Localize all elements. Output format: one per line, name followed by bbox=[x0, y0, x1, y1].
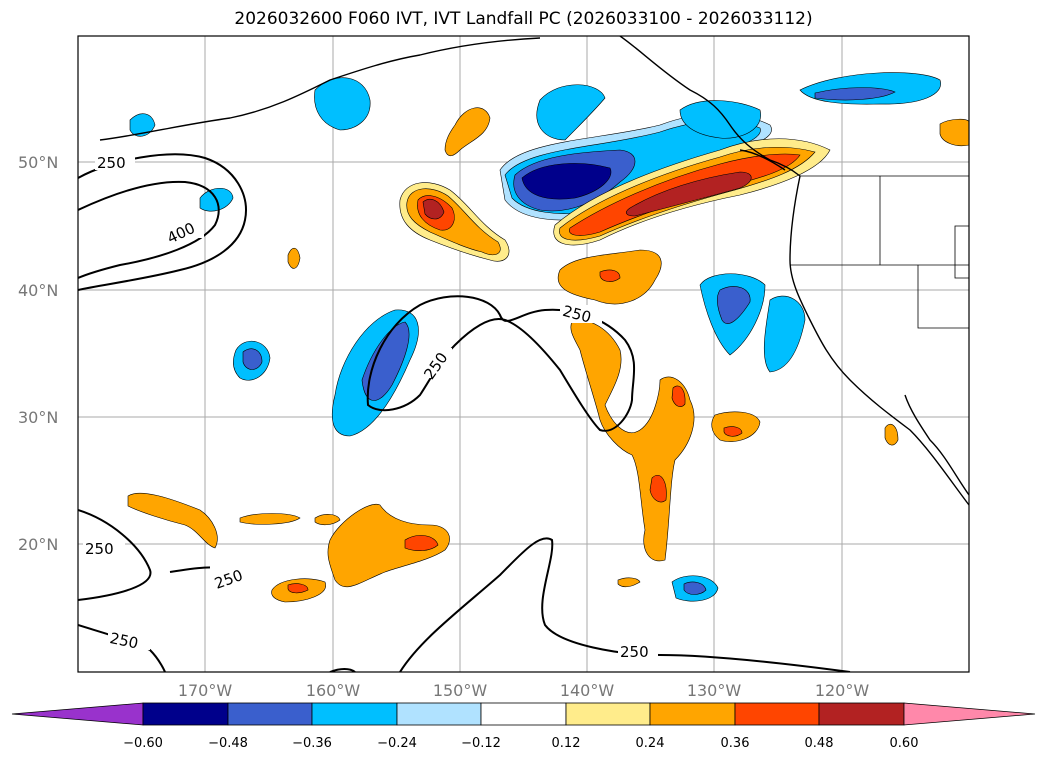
ivt-negative-nw bbox=[314, 77, 371, 131]
contour-labels: 250 400 250 250 250 250 250 250 bbox=[83, 152, 658, 661]
vancouver-island bbox=[739, 149, 786, 171]
colorbar-ticks: −0.60 −0.48 −0.36 −0.24 −0.12 0.12 0.24 … bbox=[123, 736, 918, 751]
ivt-positive-small2 bbox=[617, 577, 641, 588]
colorbar-segment bbox=[734, 702, 820, 726]
colorbar-tick: 0.12 bbox=[552, 736, 581, 751]
ivt-positive-small3 bbox=[884, 424, 899, 446]
colorbar-segment bbox=[311, 702, 398, 726]
lat-label: 40°N bbox=[18, 281, 58, 300]
ivt-negative-east2 bbox=[763, 295, 806, 373]
ivt-negative-far-ne-core bbox=[814, 87, 896, 101]
lon-label: 170°W bbox=[178, 681, 233, 700]
colorbar-tick: 0.48 bbox=[805, 736, 834, 751]
ivt-positive-mid-red bbox=[599, 269, 621, 282]
colorbar-tick: −0.60 bbox=[123, 736, 163, 751]
lat-label: 20°N bbox=[18, 535, 58, 554]
lon-label: 150°W bbox=[433, 681, 488, 700]
ivt-negative-west-core bbox=[242, 348, 263, 370]
ivt-fill bbox=[127, 72, 969, 603]
baja-coast bbox=[904, 394, 969, 496]
map-area bbox=[78, 36, 969, 672]
colorbar-segment bbox=[142, 702, 229, 726]
ivt-positive-west-core bbox=[422, 199, 445, 220]
lon-label: 140°W bbox=[560, 681, 615, 700]
colorbar-tick: 0.60 bbox=[890, 736, 919, 751]
ivt-positive-n2 bbox=[939, 118, 969, 147]
state-borders bbox=[790, 175, 969, 329]
ivt-positive-se-red bbox=[723, 426, 743, 437]
ivt-positive-lat25-3 bbox=[314, 514, 341, 526]
colorbar-segment bbox=[396, 702, 482, 726]
ivt-positive-chain-red1 bbox=[649, 474, 667, 503]
colorbar-tick: 0.36 bbox=[721, 736, 750, 751]
contour-250-big-south bbox=[399, 537, 851, 672]
lon-label: 160°W bbox=[306, 681, 361, 700]
contour-400-nw bbox=[78, 180, 220, 279]
ivt-positive-ar-core bbox=[626, 171, 752, 217]
contour-250-mid bbox=[366, 295, 636, 432]
colorbar-tick: −0.24 bbox=[377, 736, 417, 751]
colorbar-segment bbox=[565, 702, 651, 726]
ivt-negative-south-core bbox=[683, 581, 707, 595]
ivt-negative-mid-core bbox=[361, 321, 410, 401]
colorbar-tick: 0.24 bbox=[636, 736, 665, 751]
lon-label: 130°W bbox=[687, 681, 742, 700]
ivt-positive-n1 bbox=[444, 107, 491, 157]
lat-label: 30°N bbox=[18, 408, 58, 427]
colorbar-segment bbox=[649, 702, 736, 726]
ivt-negative-ne bbox=[536, 84, 606, 141]
colorbar-extend-low bbox=[11, 702, 144, 726]
lat-label: 50°N bbox=[18, 153, 58, 172]
colorbar-segment bbox=[818, 702, 905, 726]
colorbar bbox=[11, 702, 1036, 726]
ivt-positive-lat25-2 bbox=[239, 513, 301, 525]
map-title: 2026032600 F060 IVT, IVT Landfall PC (20… bbox=[234, 9, 813, 29]
contour-250-nw bbox=[78, 153, 247, 291]
alaska-coast bbox=[99, 37, 541, 141]
ivt-negative-band-peak bbox=[521, 163, 612, 200]
ivt-negative-ne2 bbox=[679, 100, 761, 139]
colorbar-tick: −0.12 bbox=[461, 736, 501, 751]
colorbar-extend-high bbox=[903, 702, 1036, 726]
colorbar-segment bbox=[480, 702, 567, 726]
coastlines bbox=[99, 36, 969, 506]
ivt-positive-hawaii bbox=[327, 503, 450, 588]
latitude-labels: 50°N 40°N 30°N 20°N bbox=[18, 153, 58, 554]
map-frame bbox=[77, 35, 970, 673]
ivt-negative-east-core bbox=[716, 286, 751, 324]
contour-label: 250 bbox=[620, 643, 649, 661]
ivt-positive-hawaii-red bbox=[404, 535, 439, 551]
longitude-labels: 170°W 160°W 150°W 140°W 130°W 120°W bbox=[178, 681, 870, 700]
ivt-positive-se bbox=[711, 411, 761, 442]
ivt-positive-small bbox=[287, 247, 301, 269]
contour-label: 250 bbox=[108, 629, 140, 653]
lon-label: 120°W bbox=[815, 681, 870, 700]
ivt-positive-chain-red2 bbox=[671, 385, 686, 407]
contour-label: 250 bbox=[97, 154, 126, 172]
north-america-coast bbox=[619, 36, 969, 506]
ivt-contours bbox=[78, 153, 851, 672]
contour-250-south bbox=[78, 509, 152, 601]
colorbar-tick: −0.36 bbox=[292, 736, 332, 751]
ivt-positive-sw-red bbox=[287, 583, 309, 594]
colorbar-segment bbox=[227, 702, 313, 726]
ivt-positive-lat25-1 bbox=[127, 492, 218, 549]
colorbar-tick: −0.48 bbox=[208, 736, 248, 751]
contour-label: 250 bbox=[85, 540, 114, 558]
contour-250-bottom bbox=[329, 668, 356, 672]
